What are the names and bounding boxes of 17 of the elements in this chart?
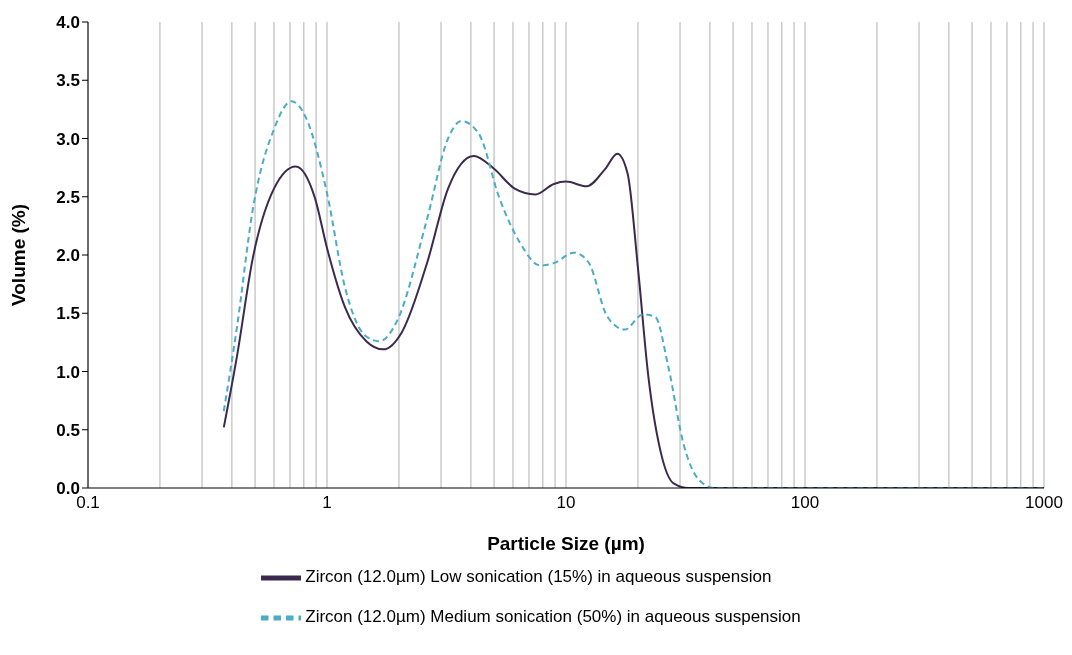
y-tick-label: 2.5 — [56, 187, 80, 207]
x-tick-label: 100 — [790, 493, 820, 513]
y-tick-label: 1.0 — [56, 362, 80, 382]
legend-label: Zircon (12.0µm) Low sonication (15%) in aqueous suspension — [305, 567, 772, 587]
y-tick-label: 1.5 — [56, 304, 80, 324]
x-axis-title: Particle Size (µm) — [487, 533, 645, 554]
y-tick-label: 3.5 — [56, 71, 80, 91]
y-tick-label: 0.5 — [56, 420, 80, 440]
x-tick-label: 1 — [322, 493, 332, 513]
legend-label: Zircon (12.0µm) Medium sonication (50%) in aqueous suspension — [305, 607, 801, 627]
y-axis-title: Volume (%) — [7, 203, 29, 307]
x-tick-label: 10 — [556, 493, 576, 513]
x-tick-label: 1000 — [1025, 493, 1063, 513]
y-tick-label: 4.0 — [56, 13, 80, 33]
y-tick-label: 3.0 — [56, 129, 80, 149]
x-tick-label: 0.1 — [76, 493, 100, 513]
y-tick-label: 2.0 — [56, 246, 80, 266]
